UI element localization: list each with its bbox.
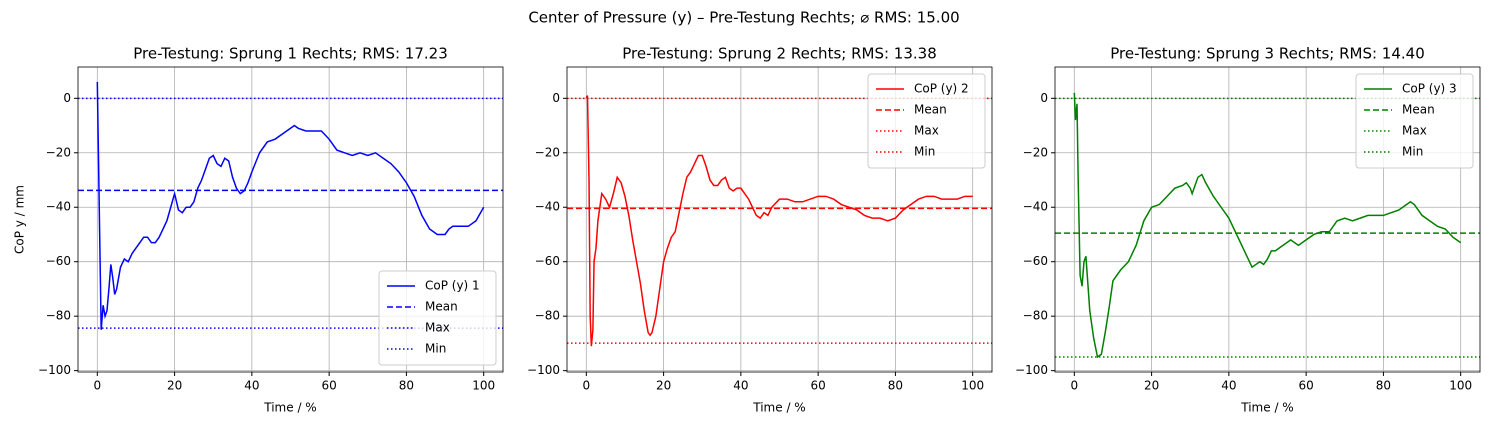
plot-frame bbox=[1054, 66, 1481, 373]
plot-frame bbox=[566, 66, 993, 373]
y-tick-label: 0 bbox=[552, 91, 560, 105]
legend-label: Min bbox=[914, 145, 935, 159]
y-tick-label: −20 bbox=[46, 145, 71, 159]
legend-label: Mean bbox=[1402, 103, 1435, 117]
x-tick-label: 20 bbox=[167, 379, 182, 393]
y-tick-label: −40 bbox=[1023, 200, 1048, 214]
x-tick-label: 40 bbox=[1221, 379, 1236, 393]
legend-label: Mean bbox=[914, 103, 947, 117]
x-axis-label: Time / % bbox=[752, 401, 805, 415]
y-tick-label: −60 bbox=[535, 254, 560, 268]
x-tick-label: 40 bbox=[244, 379, 259, 393]
legend-label: CoP (y) 1 bbox=[425, 279, 480, 293]
legend-label: CoP (y) 3 bbox=[1402, 82, 1457, 96]
x-tick-label: 20 bbox=[1144, 379, 1159, 393]
y-tick-label: 0 bbox=[63, 91, 71, 105]
y-tick-label: −20 bbox=[1023, 145, 1048, 159]
legend-label: Min bbox=[1402, 145, 1423, 159]
x-tick-label: 80 bbox=[888, 379, 903, 393]
x-tick-label: 80 bbox=[1376, 379, 1391, 393]
y-tick-label: −100 bbox=[527, 363, 560, 377]
legend-box bbox=[1355, 73, 1474, 169]
chart-title: Pre-Testung: Sprung 2 Rechts; RMS: 13.38 bbox=[622, 45, 937, 63]
figure-title: Center of Pressure (y) – Pre-Testung Rec… bbox=[528, 9, 959, 27]
y-axis-label: CoP y / mm bbox=[13, 185, 27, 254]
legend-label: Max bbox=[425, 321, 450, 335]
x-axis-label: Time / % bbox=[263, 401, 316, 415]
x-tick-label: 60 bbox=[1298, 379, 1313, 393]
y-tick-label: −80 bbox=[46, 309, 71, 323]
y-tick-label: −80 bbox=[1023, 309, 1048, 323]
y-tick-label: −60 bbox=[46, 254, 71, 268]
x-tick-label: 100 bbox=[961, 379, 984, 393]
legend-box bbox=[867, 73, 986, 169]
y-tick-label: −80 bbox=[535, 309, 560, 323]
x-tick-label: 0 bbox=[93, 379, 101, 393]
data-line bbox=[96, 81, 485, 330]
y-tick-label: −100 bbox=[38, 363, 71, 377]
x-axis-label: Time / % bbox=[1240, 401, 1293, 415]
y-tick-label: −40 bbox=[535, 200, 560, 214]
data-line bbox=[585, 95, 973, 347]
legend-box bbox=[378, 270, 497, 366]
x-tick-label: 40 bbox=[733, 379, 748, 393]
y-tick-label: −40 bbox=[46, 200, 71, 214]
y-tick-label: −60 bbox=[1023, 254, 1048, 268]
legend-label: Max bbox=[914, 124, 939, 138]
x-tick-label: 20 bbox=[656, 379, 671, 393]
legend-label: Max bbox=[1402, 124, 1427, 138]
x-tick-label: 0 bbox=[1070, 379, 1078, 393]
chart-title: Pre-Testung: Sprung 3 Rechts; RMS: 14.40 bbox=[1110, 45, 1425, 63]
x-tick-label: 80 bbox=[399, 379, 414, 393]
legend-label: CoP (y) 2 bbox=[914, 82, 969, 96]
plot-frame bbox=[77, 66, 504, 373]
y-tick-label: −20 bbox=[535, 145, 560, 159]
legend-label: Mean bbox=[425, 300, 458, 314]
x-tick-label: 100 bbox=[472, 379, 495, 393]
y-tick-label: −100 bbox=[1015, 363, 1048, 377]
x-tick-label: 60 bbox=[810, 379, 825, 393]
data-line bbox=[1073, 92, 1462, 359]
x-tick-label: 60 bbox=[321, 379, 336, 393]
x-tick-label: 100 bbox=[1449, 379, 1472, 393]
chart-title: Pre-Testung: Sprung 1 Rechts; RMS: 17.23 bbox=[133, 45, 448, 63]
legend-label: Min bbox=[425, 342, 446, 356]
y-tick-label: 0 bbox=[1040, 91, 1048, 105]
x-tick-label: 0 bbox=[582, 379, 590, 393]
